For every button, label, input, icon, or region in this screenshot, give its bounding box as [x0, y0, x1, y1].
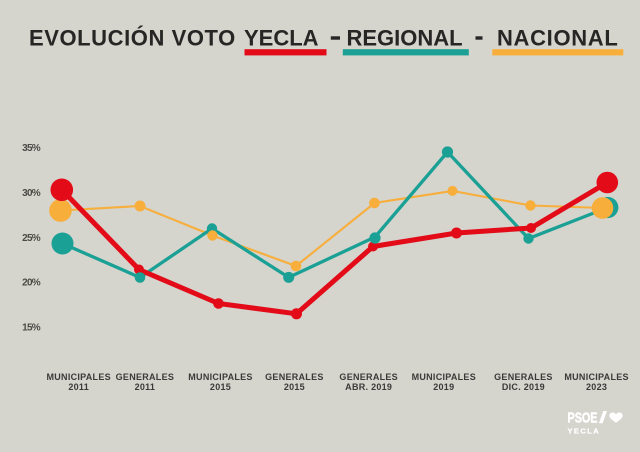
svg-text:2011: 2011: [68, 382, 89, 392]
svg-text:EVOLUCIÓN VOTO: EVOLUCIÓN VOTO: [29, 26, 236, 51]
svg-text:2023: 2023: [586, 382, 607, 392]
svg-text:REGIONAL: REGIONAL: [347, 26, 463, 51]
svg-text:ABR. 2019: ABR. 2019: [345, 382, 392, 392]
svg-text:YECLA: YECLA: [244, 26, 319, 51]
svg-text:YECLA: YECLA: [568, 427, 601, 436]
svg-text:20%: 20%: [22, 278, 41, 289]
svg-text:MUNICIPALES: MUNICIPALES: [188, 372, 252, 382]
svg-text:MUNICIPALES: MUNICIPALES: [412, 372, 476, 382]
svg-text:NACIONAL: NACIONAL: [497, 26, 618, 51]
svg-text:35%: 35%: [22, 143, 41, 154]
svg-text:15%: 15%: [22, 323, 41, 334]
svg-text:25%: 25%: [22, 233, 41, 244]
svg-text:GENERALES: GENERALES: [494, 372, 553, 382]
svg-text:GENERALES: GENERALES: [265, 372, 324, 382]
svg-text:2015: 2015: [210, 382, 231, 392]
svg-text:2011: 2011: [135, 382, 156, 392]
svg-text:DIC. 2019: DIC. 2019: [502, 382, 545, 392]
svg-text:MUNICIPALES: MUNICIPALES: [564, 372, 628, 382]
svg-text:GENERALES: GENERALES: [116, 372, 175, 382]
svg-text:PSOE: PSOE: [568, 409, 598, 426]
svg-text:30%: 30%: [22, 188, 41, 199]
svg-text:2015: 2015: [284, 382, 305, 392]
svg-text:MUNICIPALES: MUNICIPALES: [46, 372, 110, 382]
svg-text:2019: 2019: [433, 382, 454, 392]
svg-text:GENERALES: GENERALES: [339, 372, 398, 382]
